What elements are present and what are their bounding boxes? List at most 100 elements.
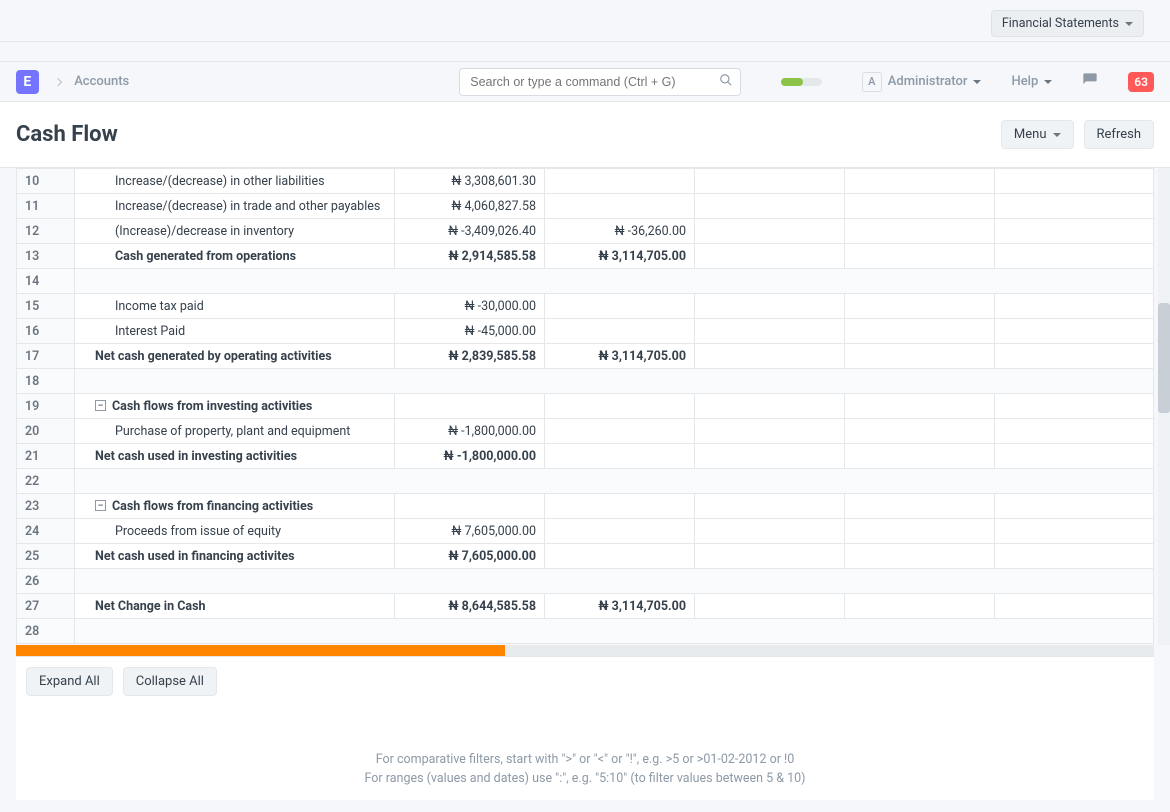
user-menu[interactable]: A Administrator xyxy=(862,72,982,92)
row-number: 12 xyxy=(17,219,75,244)
value-cell xyxy=(395,394,545,419)
setup-progress[interactable] xyxy=(781,78,822,86)
account-label: Net Change in Cash xyxy=(95,599,206,614)
table-row[interactable]: 22 xyxy=(17,469,1154,494)
value-cell: ₦ -3,409,026.40 xyxy=(395,219,545,244)
table-row[interactable]: 13Cash generated from operations₦ 2,914,… xyxy=(17,244,1154,269)
table-row[interactable]: 21Net cash used in investing activities₦… xyxy=(17,444,1154,469)
table-row[interactable]: 17Net cash generated by operating activi… xyxy=(17,344,1154,369)
table-row[interactable]: 26 xyxy=(17,569,1154,594)
vertical-scroll-thumb[interactable] xyxy=(1158,303,1170,413)
empty-cell xyxy=(845,294,995,319)
empty-cell xyxy=(845,194,995,219)
empty-cell xyxy=(845,419,995,444)
account-cell: Purchase of property, plant and equipmen… xyxy=(75,419,395,444)
table-row[interactable]: 18 xyxy=(17,369,1154,394)
collapse-all-button[interactable]: Collapse All xyxy=(123,667,217,696)
empty-cell xyxy=(995,544,1154,569)
help-menu[interactable]: Help xyxy=(1011,74,1052,89)
spacer-cell xyxy=(75,569,1154,594)
page-title: Cash Flow xyxy=(16,122,118,147)
row-number: 10 xyxy=(17,169,75,194)
empty-cell xyxy=(695,294,845,319)
table-row[interactable]: 23−Cash flows from financing activities xyxy=(17,494,1154,519)
row-number: 11 xyxy=(17,194,75,219)
table-row[interactable]: 10Increase/(decrease) in other liabiliti… xyxy=(17,169,1154,194)
empty-cell xyxy=(995,494,1154,519)
empty-cell xyxy=(695,344,845,369)
value-cell xyxy=(545,394,695,419)
account-label: Net cash used in investing activities xyxy=(95,449,297,464)
row-number: 21 xyxy=(17,444,75,469)
table-row[interactable]: 15Income tax paid₦ -30,000.00 xyxy=(17,294,1154,319)
empty-cell xyxy=(695,544,845,569)
collapse-icon[interactable]: − xyxy=(95,500,106,511)
expand-all-label: Expand All xyxy=(39,674,100,689)
caret-down-icon xyxy=(973,80,981,84)
account-cell: Net cash generated by operating activiti… xyxy=(75,344,395,369)
menu-button-label: Menu xyxy=(1014,127,1047,142)
value-cell xyxy=(395,494,545,519)
row-number: 19 xyxy=(17,394,75,419)
empty-cell xyxy=(995,419,1154,444)
empty-cell xyxy=(695,594,845,619)
search-box xyxy=(459,68,740,96)
page-header: Cash Flow Menu Refresh xyxy=(0,102,1170,168)
value-cell xyxy=(545,319,695,344)
expand-all-button[interactable]: Expand All xyxy=(26,667,113,696)
account-cell: Interest Paid xyxy=(75,319,395,344)
account-label: Proceeds from issue of equity xyxy=(115,524,281,539)
account-cell: Income tax paid xyxy=(75,294,395,319)
caret-down-icon xyxy=(1125,22,1133,26)
row-number: 20 xyxy=(17,419,75,444)
row-number: 27 xyxy=(17,594,75,619)
report-grid: 10Increase/(decrease) in other liabiliti… xyxy=(16,168,1154,652)
account-cell: Net cash used in financing activites xyxy=(75,544,395,569)
value-cell: ₦ 3,114,705.00 xyxy=(545,344,695,369)
table-row[interactable]: 20Purchase of property, plant and equipm… xyxy=(17,419,1154,444)
breadcrumb[interactable]: Accounts xyxy=(74,74,129,89)
row-number: 22 xyxy=(17,469,75,494)
chat-icon[interactable] xyxy=(1082,72,1098,92)
collapse-icon[interactable]: − xyxy=(95,400,106,411)
top-strip: Financial Statements xyxy=(0,0,1170,42)
account-cell: Net cash used in investing activities xyxy=(75,444,395,469)
account-label: Income tax paid xyxy=(115,299,204,314)
app-logo[interactable]: E xyxy=(16,70,39,94)
empty-cell xyxy=(695,169,845,194)
help-label: Help xyxy=(1011,74,1038,89)
value-cell xyxy=(545,194,695,219)
row-number: 18 xyxy=(17,369,75,394)
account-cell: −Cash flows from investing activities xyxy=(75,394,395,419)
table-row[interactable]: 27Net Change in Cash₦ 8,644,585.58₦ 3,11… xyxy=(17,594,1154,619)
value-cell: ₦ 2,839,585.58 xyxy=(395,344,545,369)
empty-cell xyxy=(995,319,1154,344)
navbar: E Accounts A Administrator Help xyxy=(0,61,1170,102)
table-row[interactable]: 16Interest Paid₦ -45,000.00 xyxy=(17,319,1154,344)
table-row[interactable]: 12(Increase)/decrease in inventory₦ -3,4… xyxy=(17,219,1154,244)
value-cell xyxy=(545,494,695,519)
empty-cell xyxy=(845,519,995,544)
table-row[interactable]: 24Proceeds from issue of equity₦ 7,605,0… xyxy=(17,519,1154,544)
notification-badge[interactable]: 63 xyxy=(1128,72,1154,92)
empty-cell xyxy=(995,519,1154,544)
search-input[interactable] xyxy=(459,68,740,96)
vertical-scrollbar[interactable] xyxy=(1158,168,1170,645)
account-cell: Cash generated from operations xyxy=(75,244,395,269)
account-label: Cash generated from operations xyxy=(115,249,296,264)
progress-fill xyxy=(781,78,804,86)
table-row[interactable]: 25Net cash used in financing activites₦ … xyxy=(17,544,1154,569)
chevron-right-icon xyxy=(53,77,61,85)
empty-cell xyxy=(845,444,995,469)
empty-cell xyxy=(845,544,995,569)
table-row[interactable]: 11Increase/(decrease) in trade and other… xyxy=(17,194,1154,219)
value-cell: ₦ 7,605,000.00 xyxy=(395,544,545,569)
refresh-button[interactable]: Refresh xyxy=(1084,120,1154,149)
spacer-cell xyxy=(75,619,1154,644)
financial-statements-dropdown[interactable]: Financial Statements xyxy=(991,10,1144,37)
table-row[interactable]: 19−Cash flows from investing activities xyxy=(17,394,1154,419)
table-row[interactable]: 28 xyxy=(17,619,1154,644)
table-row[interactable]: 14 xyxy=(17,269,1154,294)
empty-cell xyxy=(845,169,995,194)
menu-button[interactable]: Menu xyxy=(1001,120,1074,149)
